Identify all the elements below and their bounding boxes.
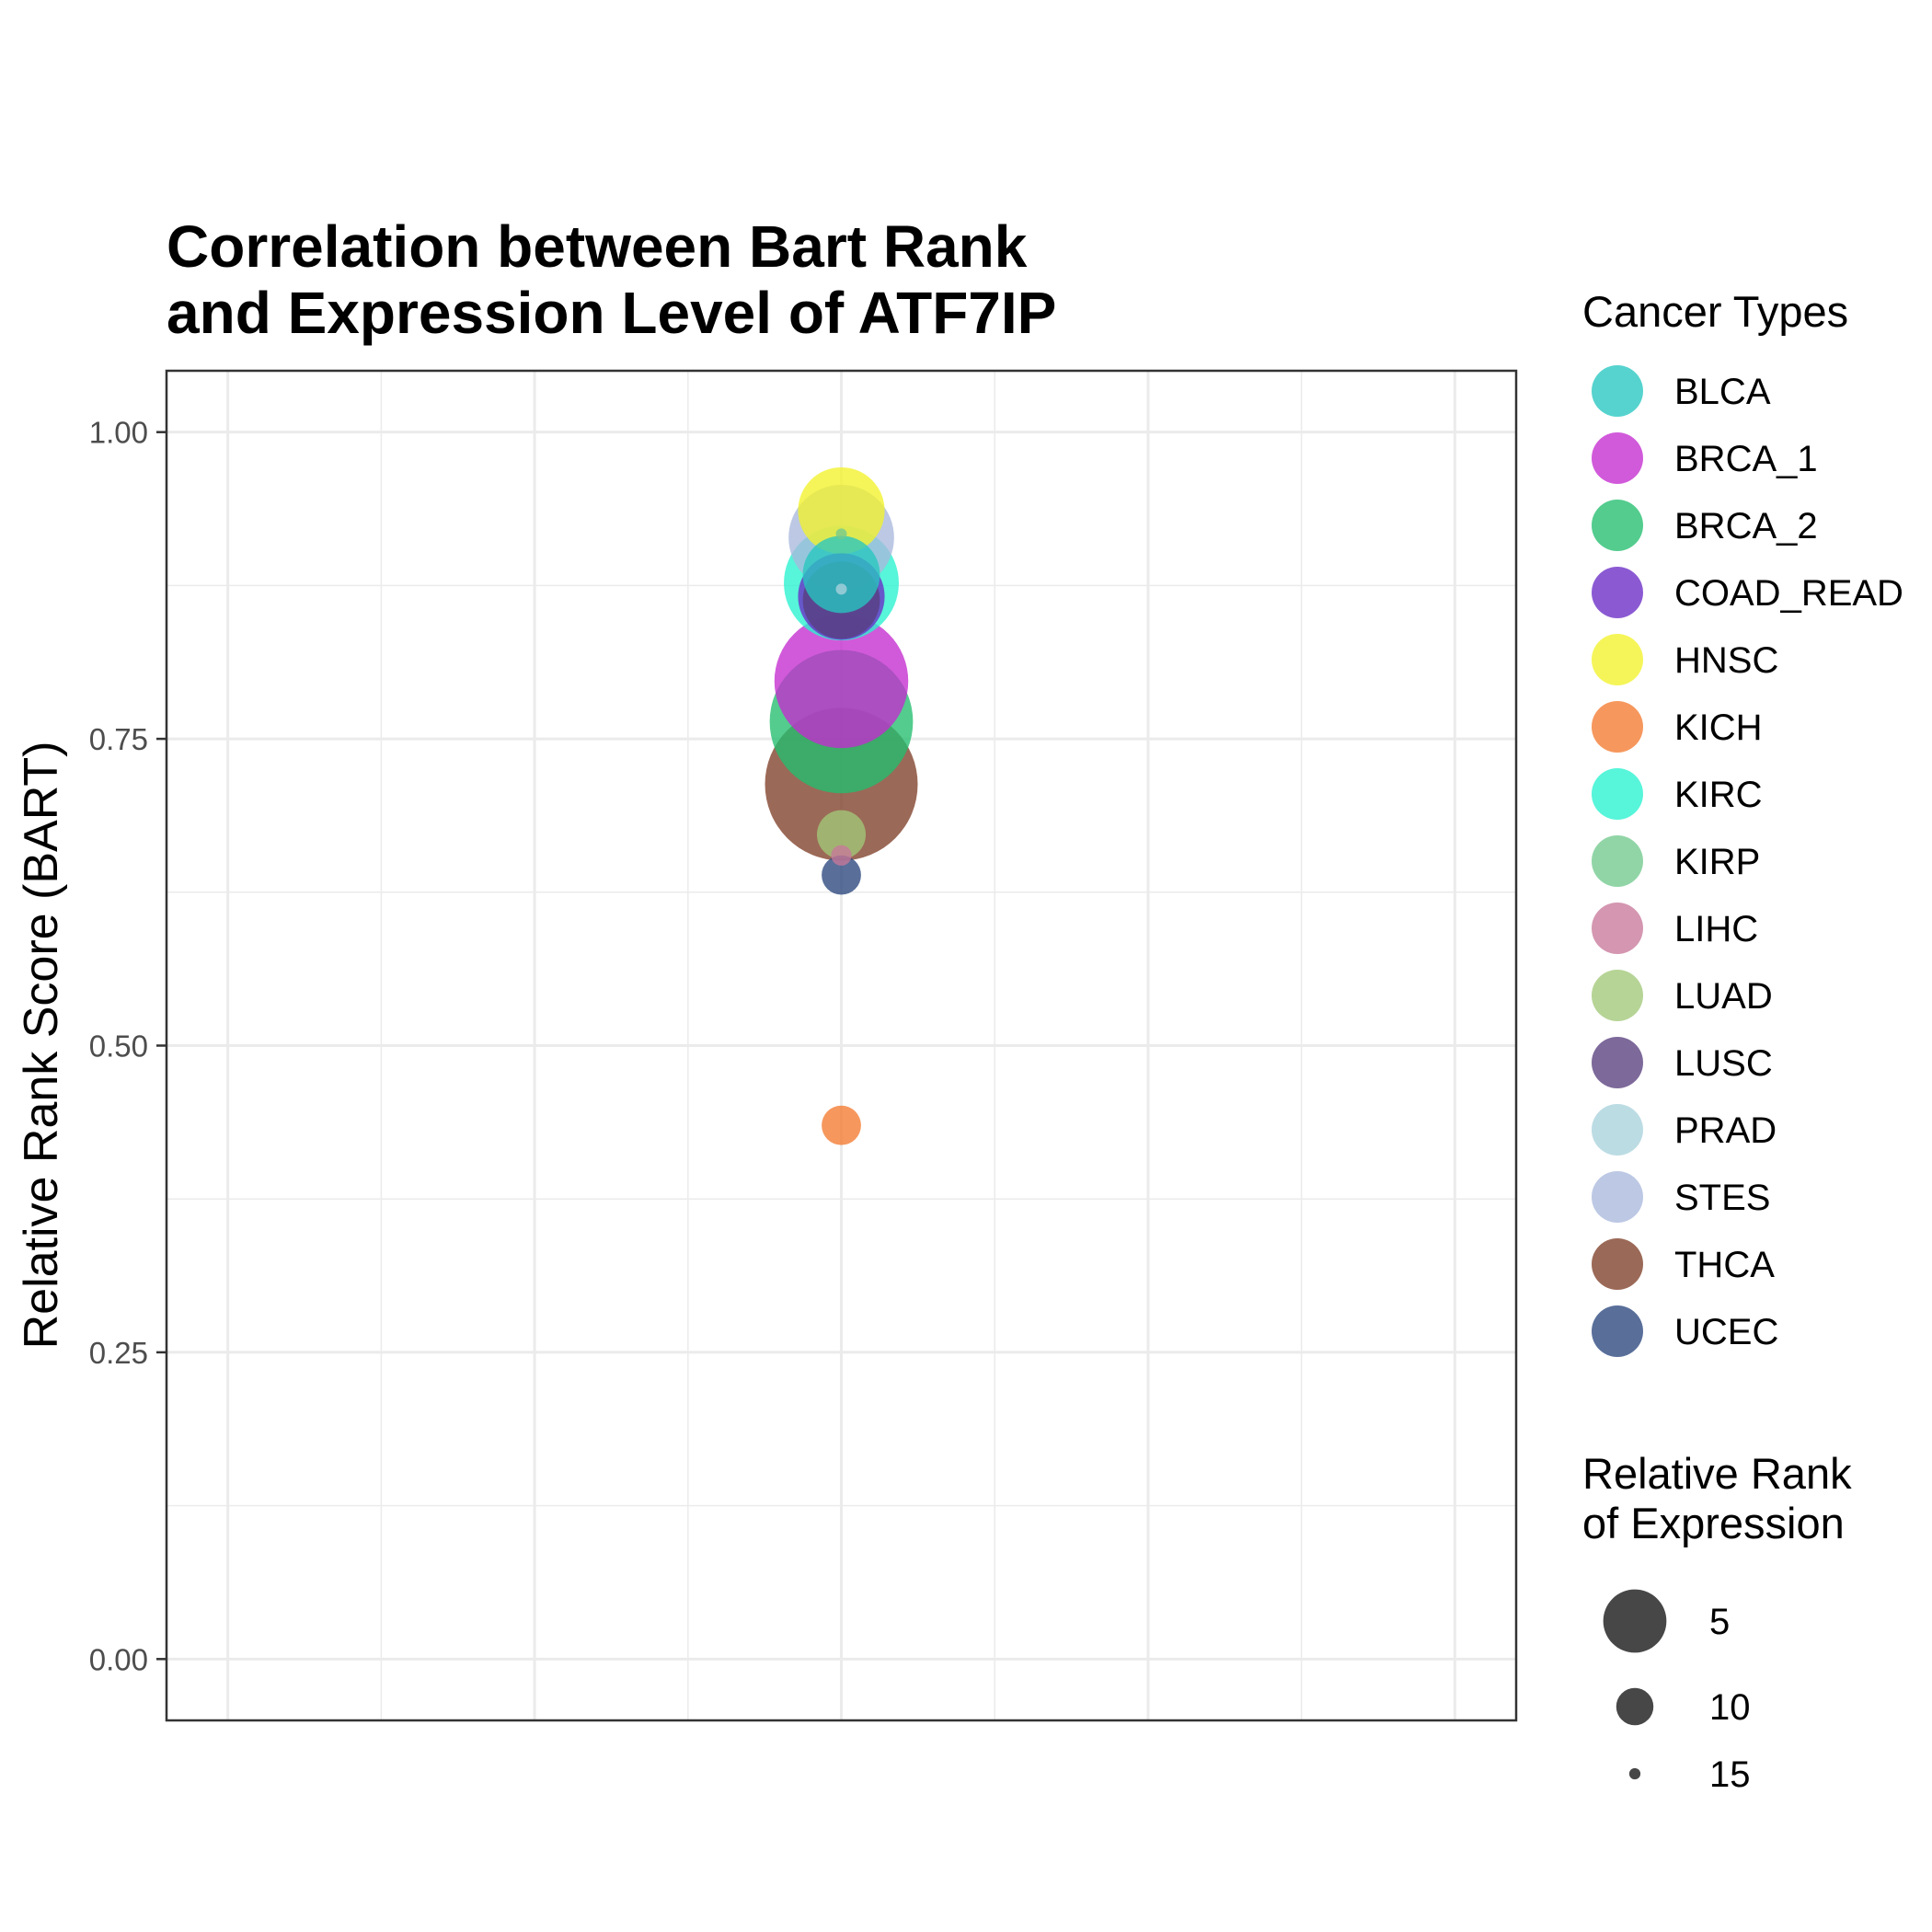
legend-label-prad: PRAD <box>1674 1110 1777 1151</box>
legend-label-hnsc: HNSC <box>1674 640 1778 681</box>
point-kich <box>822 1105 861 1145</box>
point-hnsc <box>798 466 885 555</box>
expression-size-legend: Relative Rank of Expression 5 10 15 <box>1582 1449 1852 1795</box>
data-points <box>765 466 918 1145</box>
cancer-types-legend: Cancer Types BLCA BRCA_1 BRCA_2 COAD_READ HN… <box>1582 287 1903 1357</box>
point-lihc <box>831 845 852 866</box>
y-tick-label: 0.00 <box>89 1642 148 1676</box>
legend-key-kich <box>1592 701 1643 753</box>
y-axis: 0.00 0.25 0.50 0.75 1.00 <box>89 416 167 1676</box>
legend-label-brca-2: BRCA_2 <box>1674 506 1818 546</box>
legend-label-ucec: UCEC <box>1674 1312 1778 1352</box>
legend-key-coad-read <box>1592 567 1643 618</box>
legend-key-hnsc <box>1592 634 1643 685</box>
point-luad <box>816 810 867 859</box>
size-label-5: 5 <box>1709 1602 1730 1642</box>
legend-label-lusc: LUSC <box>1674 1043 1773 1084</box>
point-kirp <box>835 528 847 540</box>
cancer-types-legend-title: Cancer Types <box>1582 287 1848 336</box>
size-key-15 <box>1628 1767 1641 1780</box>
legend-key-brca-1 <box>1592 432 1643 484</box>
y-axis-label: Relative Rank Score (BART) <box>15 742 68 1350</box>
legend-key-prad <box>1592 1104 1643 1156</box>
legend-key-ucec <box>1592 1305 1643 1357</box>
size-key-5 <box>1603 1589 1667 1653</box>
point-blca <box>802 535 880 614</box>
legend-label-lihc: LIHC <box>1674 909 1758 949</box>
legend-key-lusc <box>1592 1037 1643 1088</box>
legend-label-blca: BLCA <box>1674 372 1771 412</box>
point-ucec <box>822 855 861 895</box>
size-legend-title-line-2: of Expression <box>1582 1499 1845 1547</box>
legend-key-thca <box>1592 1238 1643 1290</box>
legend-label-coad-read: COAD_READ <box>1674 573 1903 614</box>
legend-label-kirc: KIRC <box>1674 775 1763 815</box>
y-tick-label: 1.00 <box>89 416 148 450</box>
legend-label-kirp: KIRP <box>1674 842 1760 882</box>
y-tick-label: 0.50 <box>89 1029 148 1064</box>
legend-key-kirp <box>1592 835 1643 887</box>
legend-key-lihc <box>1592 903 1643 954</box>
legend-key-brca-2 <box>1592 500 1643 551</box>
legend-label-brca-1: BRCA_1 <box>1674 439 1818 479</box>
legend-label-luad: LUAD <box>1674 976 1773 1017</box>
legend-key-luad <box>1592 970 1643 1021</box>
size-label-15: 15 <box>1709 1754 1751 1795</box>
legend-label-thca: THCA <box>1674 1245 1775 1285</box>
point-prad <box>835 583 847 595</box>
size-key-10 <box>1616 1687 1654 1726</box>
plot-panel <box>165 369 1518 1722</box>
y-tick-label: 0.75 <box>89 722 148 756</box>
legend-label-kich: KICH <box>1674 707 1763 748</box>
legend-key-stes <box>1592 1171 1643 1223</box>
legend-label-stes: STES <box>1674 1178 1770 1218</box>
legend-key-blca <box>1592 365 1643 417</box>
size-legend-title-line-1: Relative Rank <box>1582 1449 1852 1498</box>
chart-title-line-2: and Expression Level of ATF7IP <box>167 280 1056 346</box>
size-label-10: 10 <box>1709 1687 1751 1728</box>
chart-title-line-1: Correlation between Bart Rank <box>167 213 1028 280</box>
point-brca-1 <box>774 614 909 749</box>
y-tick-label: 0.25 <box>89 1336 148 1370</box>
legend-key-kirc <box>1592 768 1643 820</box>
